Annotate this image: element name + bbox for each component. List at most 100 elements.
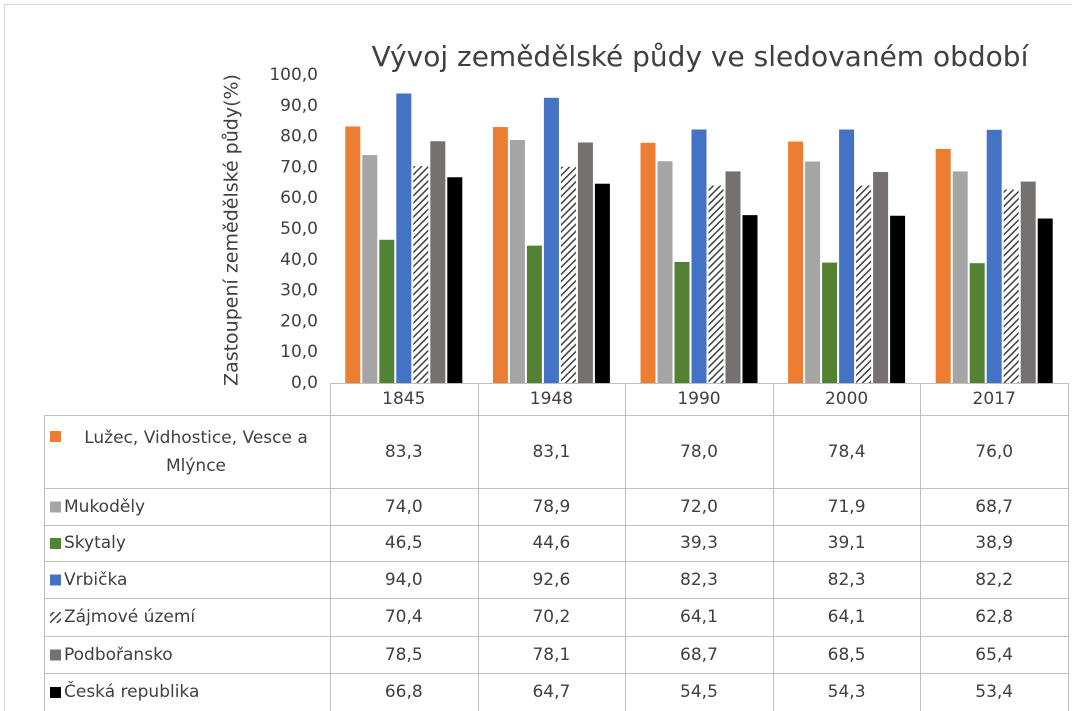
bar: [657, 161, 673, 383]
bar: [379, 239, 395, 383]
data-label: 39,3: [680, 533, 718, 553]
x-tick-label: 1948: [529, 389, 574, 409]
bar: [839, 129, 855, 383]
data-label: 53,4: [975, 682, 1014, 702]
legend-label: Vrbička: [64, 569, 128, 590]
y-tick-label: 40,0: [280, 250, 318, 270]
legend-label: Mukoděly: [64, 496, 146, 517]
data-label: 83,3: [384, 441, 423, 462]
y-tick-label: 90,0: [280, 96, 318, 116]
data-label: 94,0: [384, 569, 423, 590]
y-tick-label: 50,0: [280, 219, 318, 239]
data-label: 68,5: [827, 644, 866, 665]
bar: [986, 129, 1002, 383]
data-label: 82,3: [827, 569, 866, 590]
x-tick-label: 2000: [824, 389, 869, 409]
bar: [1037, 218, 1053, 383]
bar: [345, 126, 361, 383]
legend-marker: [50, 538, 61, 549]
bar: [526, 245, 542, 383]
data-label: 70,4: [384, 607, 423, 627]
y-tick-label: 0,0: [291, 373, 318, 393]
data-label: 70,2: [532, 607, 571, 627]
x-tick-label: 2017: [972, 389, 1016, 409]
bar: [509, 139, 525, 383]
data-label: 66,8: [384, 682, 423, 702]
legend-label: Zájmové území: [64, 607, 196, 627]
y-tick-label: 80,0: [280, 127, 318, 147]
data-label: 92,6: [532, 569, 571, 590]
y-tick-label: 70,0: [280, 157, 318, 177]
data-label: 54,3: [827, 682, 866, 702]
bar: [856, 185, 872, 383]
data-label: 82,3: [680, 569, 718, 590]
data-label: 72,0: [680, 496, 718, 517]
bar: [413, 166, 429, 383]
data-label: 39,1: [827, 533, 866, 553]
bar: [725, 171, 741, 383]
data-label: 78,4: [827, 441, 866, 462]
x-tick-label: 1990: [677, 389, 721, 409]
legend-marker: [50, 431, 61, 442]
y-tick-label: 10,0: [280, 342, 318, 362]
data-label: 78,1: [532, 644, 571, 665]
bar: [691, 129, 707, 383]
bar: [594, 183, 610, 383]
bar: [805, 161, 821, 383]
legend-label: Česká republika: [64, 682, 200, 702]
bar: [873, 172, 889, 383]
y-tick-label: 30,0: [280, 281, 318, 301]
data-label: 68,7: [680, 644, 718, 665]
data-label: 44,6: [532, 533, 571, 553]
y-tick-label: 100,0: [269, 65, 318, 85]
chart-title: Vývoj zemědělské půdy ve sledovaném obdo…: [372, 40, 1030, 73]
bar: [952, 171, 968, 383]
data-label: 74,0: [384, 496, 423, 517]
legend-marker: [50, 649, 61, 661]
data-label: 54,5: [680, 682, 718, 702]
bar: [935, 148, 951, 383]
y-tick-label: 60,0: [280, 188, 318, 208]
data-label: 38,9: [975, 533, 1014, 553]
legend-label: Podbořansko: [64, 644, 173, 665]
y-axis-label: Zastoupení zemědělské půdy(%): [221, 74, 243, 386]
legend-marker: [50, 501, 61, 513]
data-label: 65,4: [975, 644, 1014, 665]
y-tick-label: 20,0: [280, 311, 318, 331]
bar: [1020, 181, 1036, 383]
data-label: 62,8: [975, 607, 1014, 627]
bar: [492, 127, 508, 383]
data-label: 82,2: [975, 569, 1014, 590]
data-label: 71,9: [827, 496, 866, 517]
data-label: 64,7: [532, 682, 571, 702]
data-label: 64,1: [827, 607, 866, 627]
legend-label: Skytaly: [64, 533, 126, 553]
data-label: 78,9: [532, 496, 571, 517]
bar: [1003, 189, 1019, 383]
legend-marker: [50, 574, 61, 586]
bar: [362, 155, 378, 383]
bar: [708, 185, 724, 383]
data-label: 78,5: [384, 644, 423, 665]
legend-marker: [50, 687, 61, 698]
bar: [742, 215, 758, 383]
bar: [822, 262, 838, 383]
bar: [430, 141, 446, 383]
bar: [969, 263, 985, 383]
legend-marker: [50, 612, 61, 623]
x-tick-label: 1845: [382, 389, 426, 409]
bar: [788, 141, 804, 383]
bar: [674, 261, 690, 383]
data-label: 68,7: [975, 496, 1014, 517]
bar: [640, 142, 656, 383]
bar: [560, 166, 576, 383]
data-label: 78,0: [680, 441, 718, 462]
bar: [447, 177, 463, 383]
bar: [396, 93, 412, 383]
data-label: 83,1: [532, 441, 571, 462]
data-label: 64,1: [680, 607, 718, 627]
bar: [890, 215, 906, 383]
legend-label: Lužec, Vidhostice, Vesce a Mlýnce: [84, 427, 308, 476]
